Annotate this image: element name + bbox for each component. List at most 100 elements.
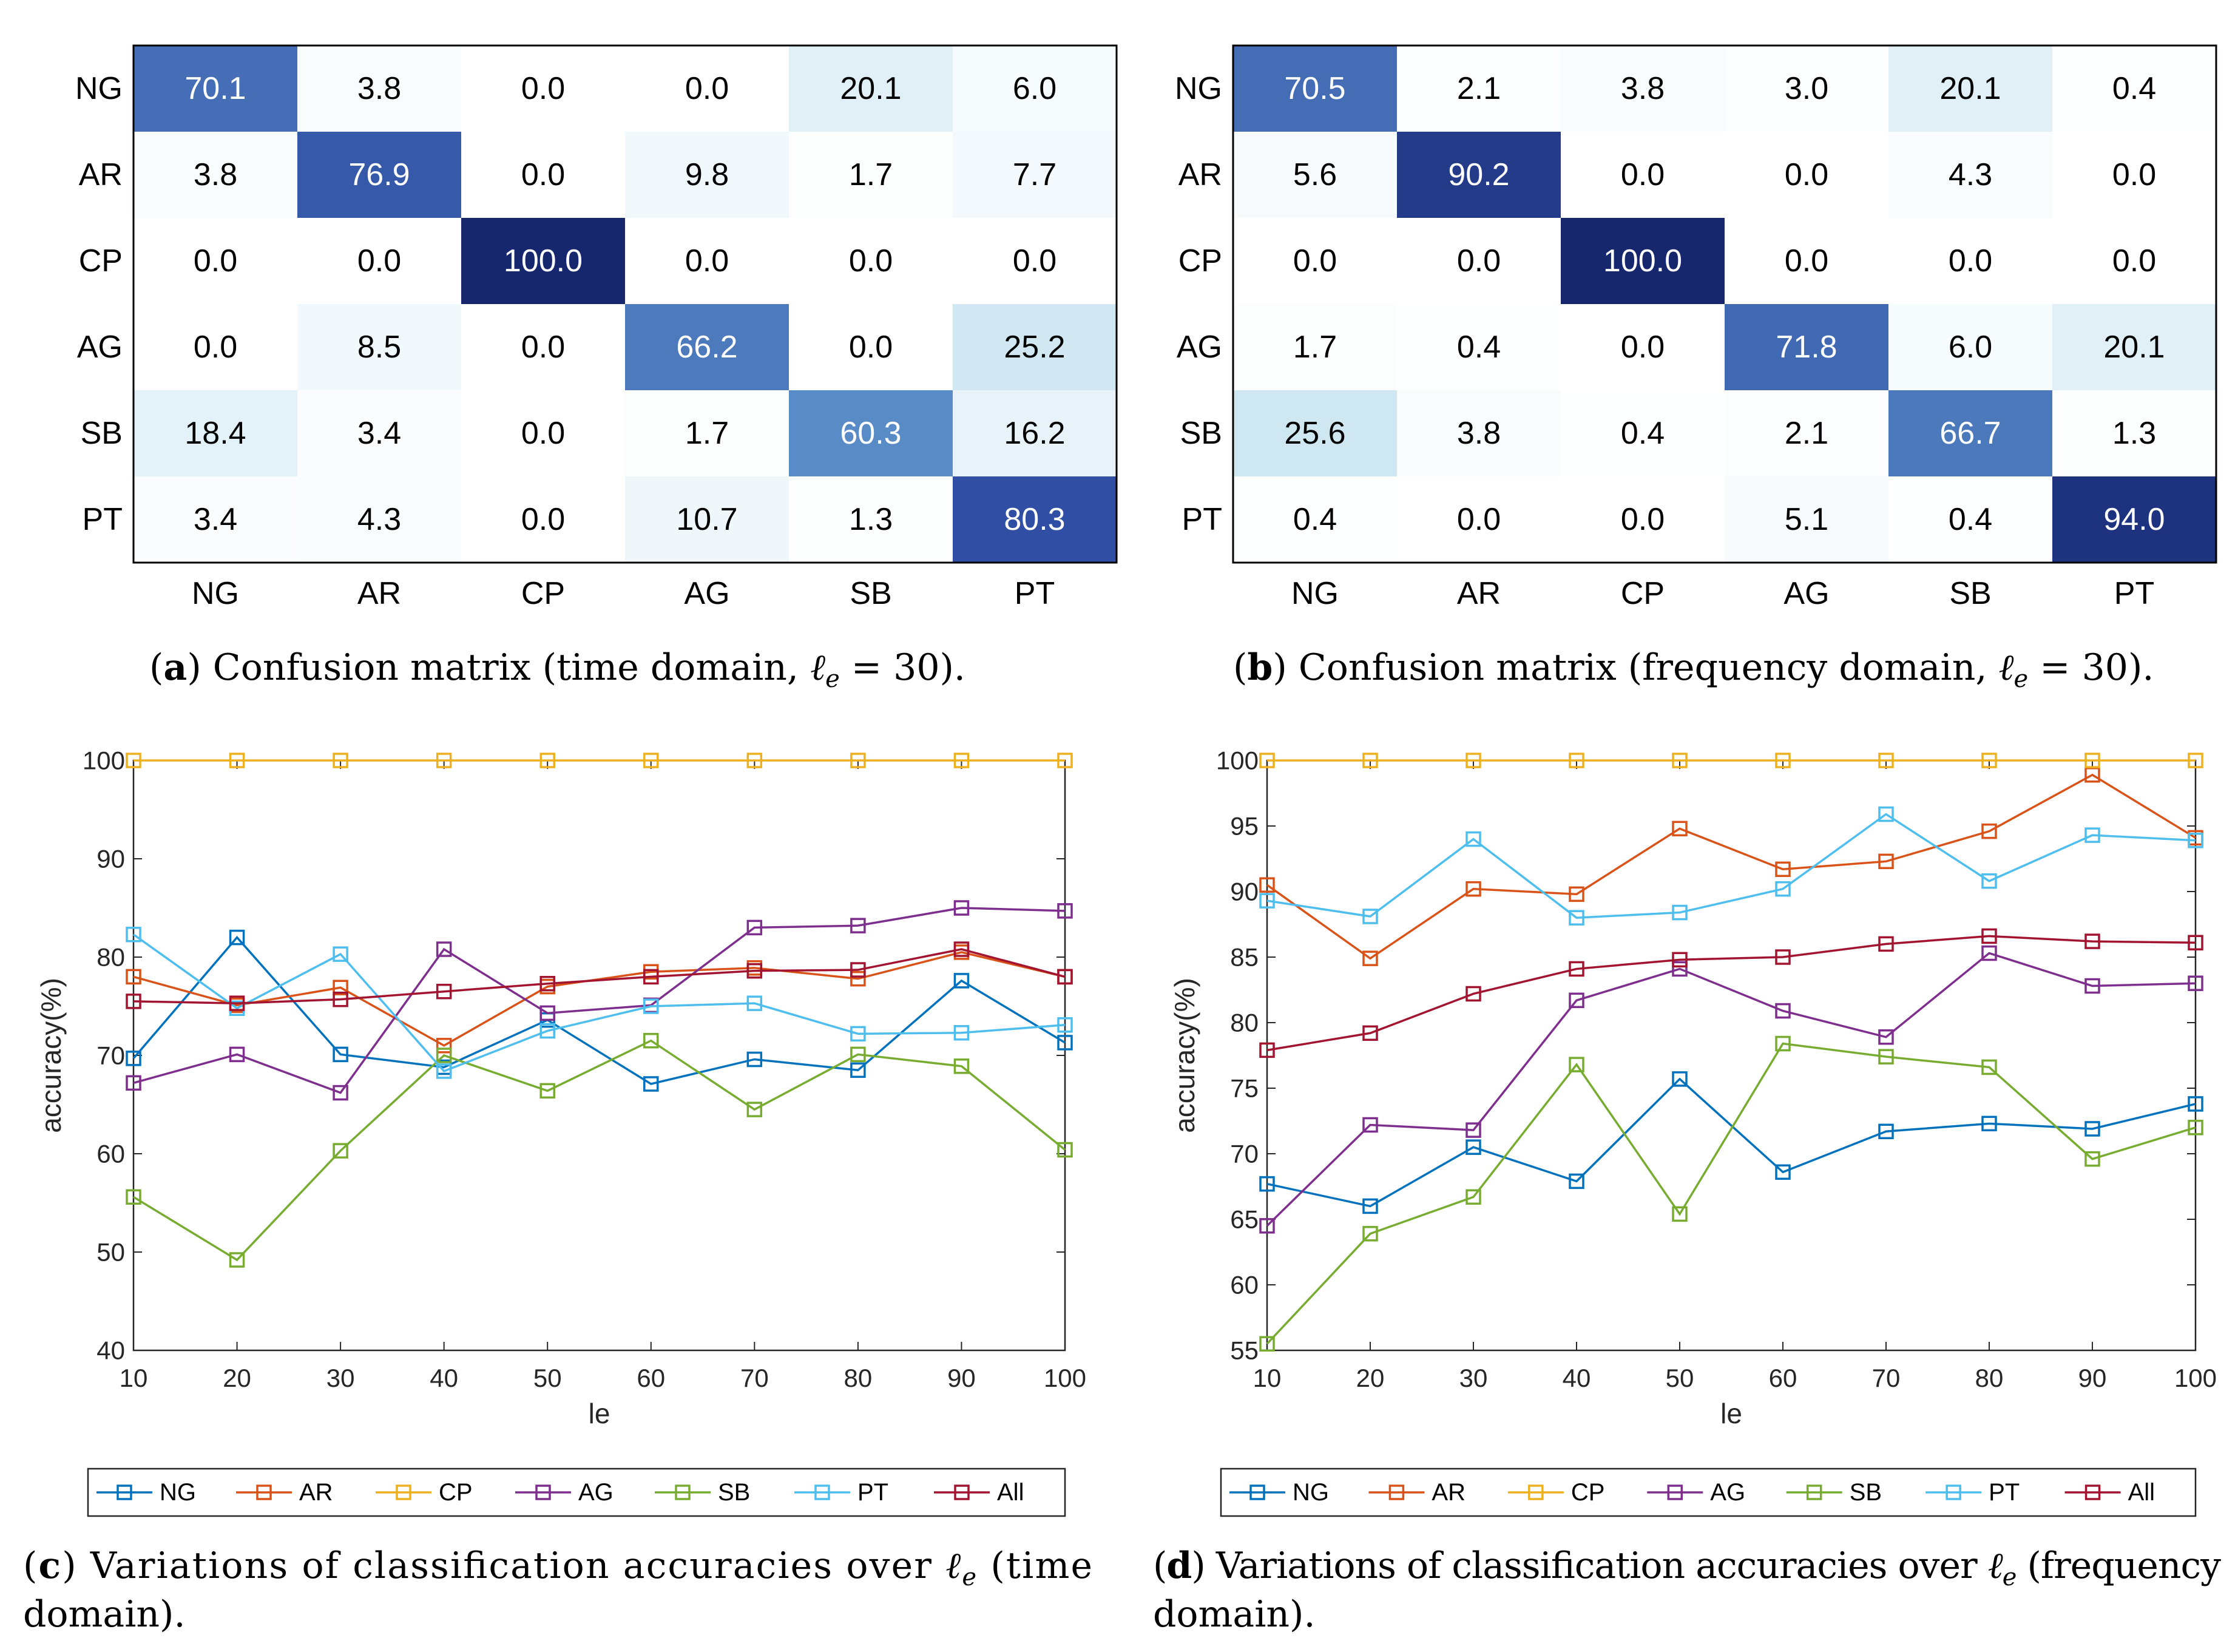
heatmap-cell (625, 46, 789, 132)
y-tick-label: 90 (96, 845, 125, 873)
data-point (1362, 909, 1378, 924)
col-label: NG (192, 576, 239, 611)
data-point (436, 941, 452, 957)
cell-value: 3.8 (357, 71, 401, 106)
cell-value: 1.7 (685, 416, 729, 451)
col-label: AR (357, 576, 401, 611)
data-point (1878, 806, 1894, 822)
heatmap-cell (2052, 476, 2217, 563)
data-point (333, 1046, 348, 1063)
panel-label: d (1166, 1545, 1192, 1587)
cell-value: 10.7 (676, 502, 737, 537)
data-point (1362, 950, 1378, 966)
cell-value: 0.0 (521, 71, 565, 106)
caption-paren: ( (149, 646, 163, 689)
cell-value: 0.0 (521, 157, 565, 192)
data-point (2084, 827, 2100, 843)
y-tick-label: 65 (1230, 1205, 1259, 1234)
data-point (2084, 933, 2100, 949)
legend-label: CP (439, 1479, 473, 1506)
heatmap-cell (1397, 390, 1561, 477)
cell-value: 25.2 (1004, 330, 1065, 365)
data-point (2084, 767, 2100, 783)
x-tick-label: 100 (1044, 1364, 1086, 1392)
legend-box (1220, 1468, 2197, 1517)
heatmap-cell (297, 390, 462, 477)
data-point (539, 1023, 555, 1039)
x-tick-label: 80 (844, 1364, 873, 1392)
legend-label: CP (1571, 1479, 1605, 1506)
data-point (2084, 1121, 2100, 1137)
data-point (126, 753, 141, 768)
cell-value: 0.0 (1785, 157, 1828, 192)
cell-value: 0.4 (1949, 502, 1992, 537)
y-tick-label: 100 (83, 746, 125, 775)
x-tick-label: 10 (120, 1364, 148, 1392)
cell-value: 0.0 (1293, 243, 1337, 279)
data-point (1466, 881, 1481, 897)
series-line-pt (1266, 813, 2196, 919)
legend-label: PT (857, 1479, 888, 1506)
cell-value: 5.1 (1785, 502, 1828, 537)
heatmap-cell (1888, 476, 2053, 563)
data-point (1775, 1164, 1791, 1180)
x-tick-label: 100 (2174, 1364, 2217, 1392)
data-point (1362, 753, 1378, 768)
cell-value: 0.0 (521, 502, 565, 537)
cell-value: 6.0 (1013, 71, 1056, 106)
caption-line-2: domain). (23, 1593, 186, 1636)
legend-marker (1806, 1484, 1822, 1500)
x-tick-label: 50 (533, 1364, 562, 1392)
heatmap-cell (1397, 476, 1561, 563)
legend-marker (1388, 1484, 1405, 1500)
data-point (1672, 1071, 1688, 1087)
data-point (1259, 1336, 1275, 1352)
data-point (1466, 1122, 1481, 1138)
heatmap-cell (953, 46, 1117, 132)
y-tick-label: 95 (1230, 812, 1259, 841)
series-line-ag (1266, 952, 2196, 1227)
cell-value: 20.1 (1939, 71, 2001, 106)
legend-item-ar: AR (1368, 1479, 1466, 1506)
heatmap-cell (953, 304, 1117, 391)
heatmap-cell (461, 132, 626, 218)
data-point (1775, 861, 1791, 878)
cell-value: 5.6 (1293, 157, 1337, 192)
caption-paren: ( (23, 1545, 37, 1587)
heatmap-cell (789, 132, 953, 218)
heatmap-cell (1397, 218, 1561, 305)
row-label: PT (1182, 502, 1222, 537)
legend-item-all: All (934, 1479, 1024, 1506)
cell-value: 3.4 (194, 502, 237, 537)
row-label: AR (1178, 157, 1222, 192)
heatmap-cell (1233, 476, 1398, 563)
cell-value: 3.4 (357, 416, 401, 451)
data-point (746, 919, 763, 936)
col-label: SB (850, 576, 891, 611)
col-label: AR (1457, 576, 1501, 611)
heatmap-cell (2052, 218, 2217, 305)
heatmap-cell (789, 46, 953, 132)
legend-label: AR (299, 1479, 333, 1506)
row-label: AR (79, 157, 123, 192)
heatmap-cell (297, 304, 462, 391)
heatmap-cell (1233, 46, 1398, 132)
cell-value: 60.3 (840, 416, 901, 451)
data-point (1775, 1035, 1791, 1052)
heatmap-cell (461, 46, 626, 132)
legend-item-sb: SB (1786, 1479, 1882, 1506)
caption-paren: ) (1191, 1545, 1216, 1587)
heatmap-cell (625, 132, 789, 218)
cell-value: 3.8 (1621, 71, 1665, 106)
caption-ell: ℓ (1999, 646, 2014, 689)
cell-value: 0.0 (1949, 243, 1992, 279)
cell-value: 70.5 (1284, 71, 1345, 106)
data-point (333, 753, 348, 768)
legend-label: AR (1432, 1479, 1466, 1506)
data-point (1362, 1025, 1378, 1041)
cell-value: 4.3 (1949, 157, 1992, 192)
cell-value: 20.1 (2103, 330, 2165, 365)
legend-item-ar: AR (236, 1479, 333, 1506)
caption-ell: ℓ (810, 646, 825, 689)
cell-value: 66.2 (676, 330, 737, 365)
